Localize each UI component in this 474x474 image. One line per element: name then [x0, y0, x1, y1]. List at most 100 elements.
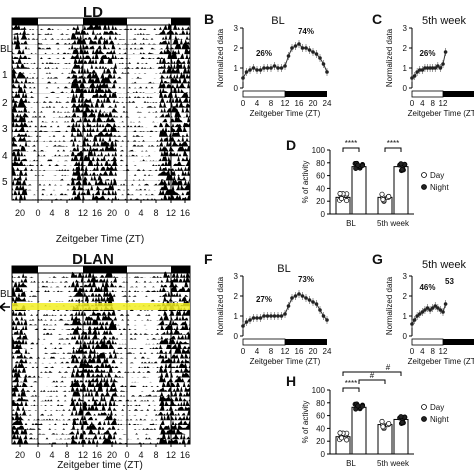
y-tick-label: 40 — [316, 424, 325, 433]
y-tick-label: 0 — [403, 332, 408, 341]
y-tick-label: 0 — [234, 332, 239, 341]
data-point — [293, 44, 298, 48]
actogram-row — [12, 356, 190, 364]
x-tick-label: 8 — [153, 450, 158, 460]
data-point — [286, 304, 291, 308]
x-tick-label: 16 — [295, 99, 304, 108]
panel-b-title: BL — [271, 15, 284, 27]
x-tick-label: 4 — [420, 99, 425, 108]
dlan-x-axis-label: Zeitgeber time (ZT) — [57, 460, 143, 471]
percent-annotation: 46% — [419, 283, 435, 292]
x-tick-label: 0 — [410, 347, 415, 356]
data-point — [314, 52, 319, 56]
actogram-row — [12, 57, 190, 64]
actogram-row — [12, 169, 190, 176]
light-phase-bar — [242, 338, 286, 346]
data-point — [321, 314, 326, 318]
data-point — [318, 56, 322, 60]
data-point — [412, 318, 417, 322]
panel-letter-c: C — [372, 11, 382, 27]
data-point — [398, 414, 404, 420]
x-tick-label: 8 — [153, 208, 158, 218]
data-point — [255, 68, 259, 72]
panel-g-title: 5th week — [422, 259, 467, 271]
actogram-row — [12, 33, 190, 40]
x-tick-label: 8 — [430, 99, 435, 108]
legend-label: Day — [430, 171, 444, 180]
x-tick-label: 24 — [323, 347, 332, 356]
x-axis-label: Zeitgeber Time (ZT) — [250, 357, 321, 366]
actogram-row — [12, 409, 190, 416]
x-tick-label: 4 — [420, 347, 425, 356]
x-tick-label: 20 — [309, 99, 318, 108]
actogram-row — [12, 52, 190, 60]
actogram-row — [12, 276, 190, 283]
dark-phase-bar — [285, 339, 327, 345]
dlan-actogram-grid — [11, 271, 191, 445]
ld-actogram-grid — [11, 23, 191, 201]
actogram-row — [12, 149, 190, 157]
actogram-row — [12, 280, 190, 288]
actogram-row — [12, 342, 190, 349]
x-tick-label: 16 — [92, 208, 102, 218]
actogram-row — [12, 28, 190, 35]
data-point — [344, 437, 350, 443]
data-point — [438, 308, 443, 312]
actogram-row — [12, 337, 190, 345]
x-tick-label: 12 — [281, 347, 290, 356]
data-point — [337, 430, 343, 436]
actogram-row — [12, 120, 190, 128]
x-tick-label: BL — [346, 219, 356, 228]
legend-label: Day — [430, 403, 444, 412]
data-point — [380, 196, 386, 203]
actogram-row — [12, 159, 190, 166]
data-point — [338, 435, 345, 441]
actogram-row — [12, 154, 190, 162]
y-tick-label: 0 — [403, 84, 408, 93]
actogram-row — [12, 318, 190, 326]
ld-row-label: BL — [0, 44, 13, 55]
data-point — [248, 68, 252, 72]
actogram-row — [12, 418, 190, 425]
y-tick-label: 3 — [234, 272, 239, 281]
data-point — [265, 314, 270, 318]
legend-marker — [421, 416, 427, 422]
actogram-row — [12, 135, 190, 142]
actogram-row — [12, 38, 190, 45]
y-tick-label: 0 — [234, 84, 239, 93]
data-point — [443, 302, 448, 306]
legend-marker — [421, 172, 427, 178]
actogram-row — [12, 144, 190, 152]
data-point — [337, 191, 343, 197]
data-point — [417, 68, 422, 72]
x-tick-label: 0 — [35, 208, 40, 218]
data-point — [258, 68, 263, 72]
legend-marker — [421, 404, 427, 410]
y-tick-label: 60 — [316, 412, 325, 421]
data-point — [415, 70, 419, 74]
y-tick-label: 3 — [403, 272, 408, 281]
panel-letter-h: H — [286, 373, 296, 389]
y-tick-label: 100 — [312, 146, 326, 155]
actogram-row — [12, 285, 190, 292]
x-tick-label: 4 — [138, 208, 143, 218]
data-point — [283, 64, 287, 68]
x-tick-label: 8 — [64, 450, 69, 460]
significance-bracket — [342, 147, 360, 152]
data-point — [379, 191, 385, 197]
y-tick-label: 80 — [316, 399, 325, 408]
actogram-row — [12, 47, 190, 55]
x-tick-label: 12 — [166, 450, 176, 460]
data-point — [399, 167, 405, 173]
data-point — [300, 294, 305, 298]
data-point — [279, 314, 284, 318]
data-point — [417, 312, 422, 316]
panel-letter-d: D — [286, 137, 296, 153]
x-tick-label: 4 — [255, 99, 260, 108]
data-point — [311, 300, 315, 304]
x-tick-label: 0 — [124, 208, 129, 218]
data-point — [300, 46, 305, 50]
panel-letter-f: F — [204, 251, 213, 267]
actogram-row — [12, 375, 190, 383]
